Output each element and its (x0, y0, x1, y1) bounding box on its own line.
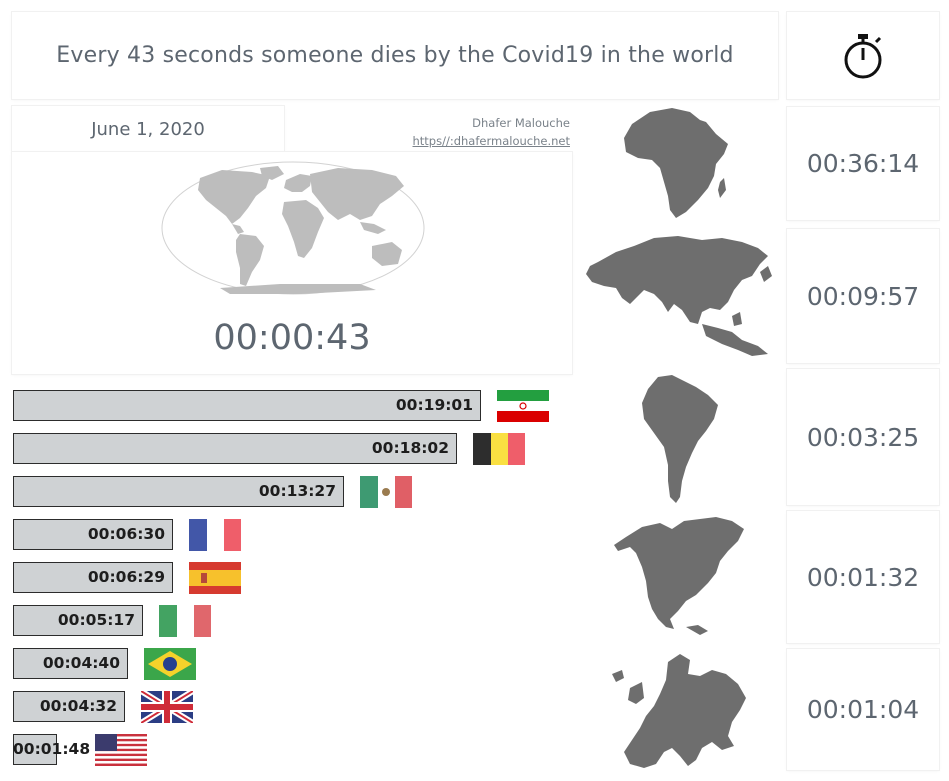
author-link[interactable]: https//:dhafermalouche.net (412, 134, 571, 148)
title-panel: Every 43 seconds someone dies by the Cov… (12, 12, 778, 99)
continent-panel-europe: 00:01:04 (787, 649, 939, 770)
continent-panel-africa: 00:36:14 (787, 107, 939, 220)
flag-iran-icon (497, 390, 549, 422)
country-interval: 00:01:48 (13, 740, 91, 758)
north-america-map-icon (614, 517, 744, 635)
date-panel: June 1, 2020 (12, 106, 284, 152)
country-bar (13, 562, 173, 593)
flag-uk-icon (139, 688, 195, 726)
flag-belgium-icon (473, 433, 525, 465)
country-bar (13, 605, 143, 636)
world-map-icon (161, 161, 425, 295)
country-bar (13, 476, 344, 507)
continent-interval: 00:09:57 (806, 281, 920, 311)
date-label: June 1, 2020 (91, 118, 205, 140)
country-bar (13, 648, 128, 679)
country-bar (13, 519, 173, 550)
flag-italy-icon (159, 605, 211, 637)
continent-panel-south-america: 00:03:25 (787, 369, 939, 505)
south-america-map-icon (642, 375, 718, 503)
country-bar (13, 390, 481, 421)
country-bar (13, 691, 125, 722)
flag-spain-icon (189, 562, 241, 594)
country-bar (13, 433, 457, 464)
country-interval: 00:19:01 (395, 396, 473, 414)
flag-usa-icon (95, 734, 147, 766)
timer-panel (787, 12, 939, 99)
continent-interval: 00:01:04 (806, 695, 920, 724)
country-interval: 00:18:02 (371, 439, 449, 457)
author-name: Dhafer Malouche (472, 116, 570, 130)
africa-map-icon (624, 108, 728, 218)
flag-mexico-icon (360, 476, 412, 508)
continent-interval: 00:36:14 (806, 149, 920, 178)
country-interval: 00:04:32 (39, 697, 117, 715)
flag-france-icon (189, 519, 241, 551)
author-credit: Dhafer Malouche https//:dhafermalouche.n… (380, 114, 571, 150)
world-interval: 00:00:43 (213, 318, 371, 358)
country-bar (13, 734, 57, 765)
continent-panel-asia: 00:09:57 (787, 229, 939, 363)
stopwatch-icon (844, 33, 882, 78)
europe-map-icon (612, 654, 746, 768)
country-interval: 00:13:27 (258, 482, 336, 500)
country-interval: 00:06:29 (87, 568, 165, 586)
continent-interval: 00:03:25 (806, 422, 920, 452)
country-interval: 00:04:40 (42, 654, 120, 672)
country-interval: 00:05:17 (57, 611, 135, 629)
country-interval: 00:06:30 (87, 525, 165, 543)
dashboard-title: Every 43 seconds someone dies by the Cov… (56, 43, 734, 68)
asia-map-icon (586, 236, 772, 356)
flag-brazil-icon (144, 648, 196, 680)
continent-panel-north-america: 00:01:32 (787, 511, 939, 643)
continent-interval: 00:01:32 (806, 562, 920, 592)
